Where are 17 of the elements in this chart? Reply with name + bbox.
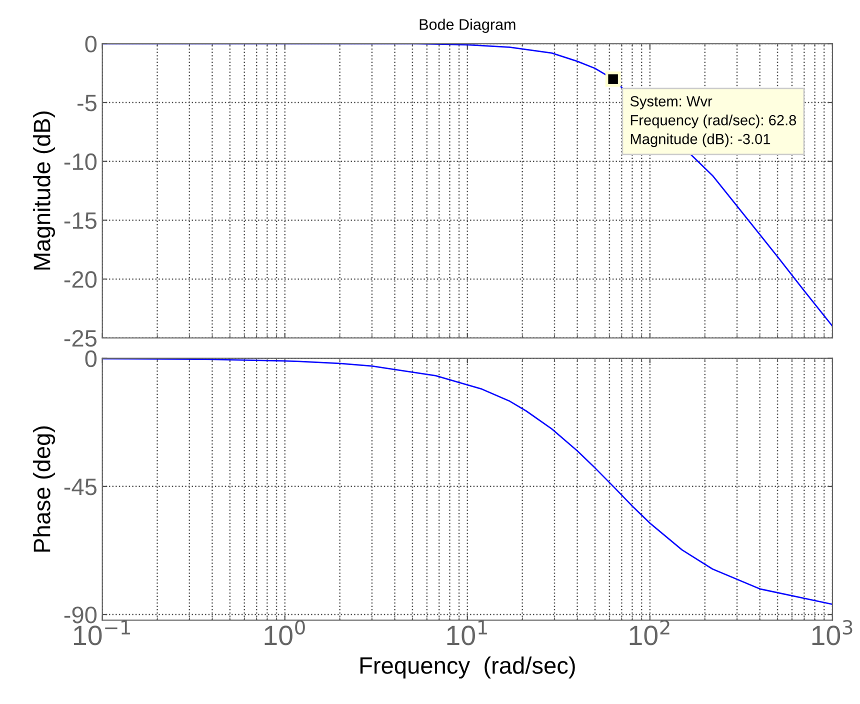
x-tick-label: 10$^{3}$: [812, 620, 852, 646]
x-axis-title: Frequency (rad/sec): [360, 656, 575, 679]
y-axis-title: Magnitude (dB): [33, 112, 56, 270]
y-tick-label: -25: [64, 330, 96, 347]
x-tick-label: 10$^{1}$: [447, 620, 487, 646]
y-tick-label: 0: [85, 350, 97, 368]
y-axis-title: Phase (deg): [33, 426, 56, 552]
y-tick-label: -20: [64, 271, 97, 288]
y-tick-label: 0: [85, 36, 97, 52]
y-tick-label: -15: [64, 212, 96, 229]
chart-title: Bode Diagram: [420, 18, 516, 33]
y-tick-label: -45: [64, 478, 96, 496]
x-tick-label: 10$^{0}$: [264, 620, 305, 646]
x-tick-label: 10$^{2}$: [630, 620, 670, 646]
y-tick-label: -5: [78, 94, 96, 112]
y-tick-label: -10: [64, 153, 97, 170]
annotation: System: Wvr Frequency (rad/sec): 62.8 Magnitude (dB): -3.01: [630, 96, 796, 148]
